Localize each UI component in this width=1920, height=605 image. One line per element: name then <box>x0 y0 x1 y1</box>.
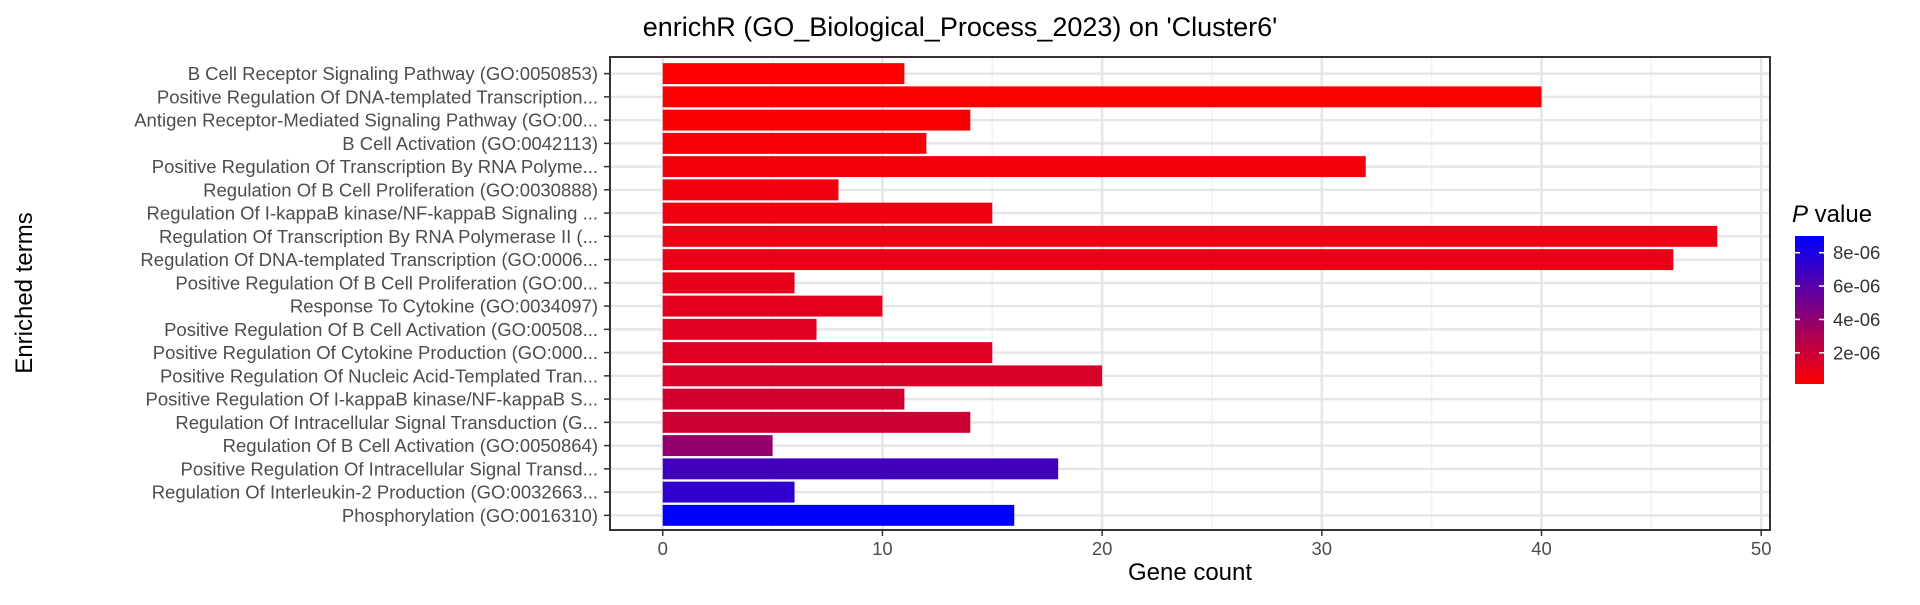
y-tick-labels: B Cell Receptor Signaling Pathway (GO:00… <box>134 63 610 526</box>
bar <box>662 179 839 201</box>
y-tick-label: Regulation Of Interleukin-2 Production (… <box>152 482 598 503</box>
y-tick-label: Positive Regulation Of DNA-templated Tra… <box>157 86 598 107</box>
legend-tick-label: 2e-06 <box>1833 342 1880 363</box>
legend-tick-label: 8e-06 <box>1833 242 1880 263</box>
y-axis-label: Enriched terms <box>11 212 38 373</box>
x-tick-label: 40 <box>1531 538 1552 559</box>
x-tick-label: 20 <box>1092 538 1113 559</box>
y-tick-label: Positive Regulation Of Intracellular Sig… <box>181 458 599 479</box>
y-tick-label: Positive Regulation Of B Cell Proliferat… <box>175 272 598 293</box>
y-tick-label: Regulation Of Intracellular Signal Trans… <box>175 412 598 433</box>
legend-title-rest: value <box>1808 201 1872 228</box>
bar <box>662 411 971 433</box>
x-tick-label: 0 <box>658 538 668 559</box>
bar <box>662 365 1103 387</box>
bar <box>662 109 971 131</box>
y-tick-label: Positive Regulation Of Cytokine Producti… <box>153 342 598 363</box>
x-tick-label: 50 <box>1751 538 1772 559</box>
x-tick-label: 30 <box>1312 538 1333 559</box>
bar <box>662 63 905 85</box>
bar <box>662 225 1718 247</box>
y-tick-label: B Cell Receptor Signaling Pathway (GO:00… <box>188 63 598 84</box>
y-tick-label: Positive Regulation Of Nucleic Acid-Temp… <box>160 365 598 386</box>
x-axis-label: Gene count <box>1128 559 1252 586</box>
y-tick-label: Regulation Of I-kappaB kinase/NF-kappaB … <box>147 203 598 224</box>
bar <box>662 86 1542 108</box>
y-tick-label: B Cell Activation (GO:0042113) <box>342 133 598 154</box>
bar <box>662 249 1674 271</box>
legend-tick-label: 6e-06 <box>1833 276 1880 297</box>
bar <box>662 318 817 340</box>
legend-colorbar <box>1795 236 1824 384</box>
x-tick-label: 10 <box>872 538 893 559</box>
bar <box>662 295 883 317</box>
legend-ticks: 2e-06 4e-06 6e-06 8e-06 <box>1795 242 1880 363</box>
bar <box>662 132 927 154</box>
legend-title-italic: P <box>1792 201 1808 228</box>
bar <box>662 156 1366 178</box>
x-tick-labels: 0 10 20 30 40 50 <box>658 530 1772 559</box>
bar <box>662 458 1059 480</box>
bar <box>662 504 1015 526</box>
legend-tick-label: 4e-06 <box>1833 309 1880 330</box>
bar <box>662 342 993 364</box>
bars <box>662 63 1718 526</box>
bar <box>662 272 795 294</box>
y-tick-label: Regulation Of B Cell Activation (GO:0050… <box>223 435 598 456</box>
bar <box>662 481 795 503</box>
y-tick-label: Positive Regulation Of Transcription By … <box>152 156 598 177</box>
bar <box>662 202 993 224</box>
bar <box>662 388 905 410</box>
y-tick-label: Regulation Of Transcription By RNA Polym… <box>159 226 598 247</box>
y-tick-label: Antigen Receptor-Mediated Signaling Path… <box>134 110 598 131</box>
bar <box>662 435 773 457</box>
y-tick-label: Regulation Of DNA-templated Transcriptio… <box>140 249 598 270</box>
plot-border <box>609 56 1771 531</box>
y-tick-label: Regulation Of B Cell Proliferation (GO:0… <box>203 179 598 200</box>
y-tick-label: Positive Regulation Of B Cell Activation… <box>164 319 598 340</box>
y-tick-label: Response To Cytokine (GO:0034097) <box>290 296 598 317</box>
chart-title: enrichR (GO_Biological_Process_2023) on … <box>643 12 1278 42</box>
legend-title: P value <box>1792 201 1872 228</box>
y-tick-label: Positive Regulation Of I-kappaB kinase/N… <box>146 389 598 410</box>
y-tick-label: Phosphorylation (GO:0016310) <box>342 505 598 526</box>
color-legend: P value 2e-06 4e-06 6e-06 8e-06 <box>1792 201 1880 384</box>
